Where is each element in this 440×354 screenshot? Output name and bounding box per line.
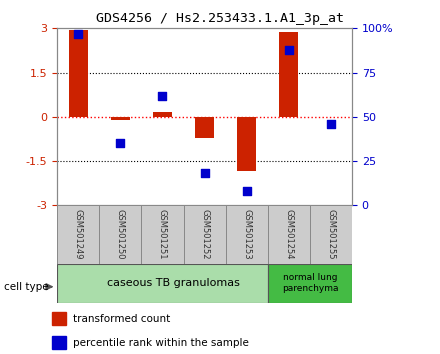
Point (243, 188, 250, 194)
Bar (111, 117, 130, 120)
Text: normal lung
parenchyma: normal lung parenchyma (282, 274, 338, 293)
Text: GSM501251: GSM501251 (158, 210, 167, 260)
Text: GSM501249: GSM501249 (74, 210, 83, 260)
Bar (99, 205, 141, 264)
Bar (52, 312, 66, 325)
Bar (57, 264, 268, 303)
Bar (310, 205, 352, 264)
Text: GSM501252: GSM501252 (200, 210, 209, 260)
Point (201, 171, 208, 176)
Bar (195, 117, 214, 138)
Text: GSM501250: GSM501250 (116, 210, 125, 260)
Bar (141, 205, 183, 264)
Bar (226, 205, 268, 264)
Bar (237, 117, 256, 171)
Bar (268, 205, 310, 264)
Point (159, 93, 166, 98)
Text: GSM501253: GSM501253 (242, 210, 251, 260)
Bar (52, 336, 66, 349)
Bar (279, 32, 298, 117)
Point (327, 121, 334, 127)
Bar (183, 205, 226, 264)
Point (117, 141, 124, 146)
Text: caseous TB granulomas: caseous TB granulomas (106, 278, 239, 288)
Bar (69, 30, 88, 117)
Text: GSM501254: GSM501254 (284, 210, 293, 260)
Bar (153, 112, 172, 117)
Bar (57, 205, 99, 264)
Text: transformed count: transformed count (73, 314, 170, 324)
Text: percentile rank within the sample: percentile rank within the sample (73, 337, 249, 348)
Text: GSM501255: GSM501255 (326, 210, 335, 260)
Text: cell type: cell type (4, 282, 49, 292)
Text: GDS4256 / Hs2.253433.1.A1_3p_at: GDS4256 / Hs2.253433.1.A1_3p_at (96, 12, 344, 25)
Bar (268, 264, 352, 303)
Point (75, 31, 82, 36)
Point (285, 47, 292, 52)
